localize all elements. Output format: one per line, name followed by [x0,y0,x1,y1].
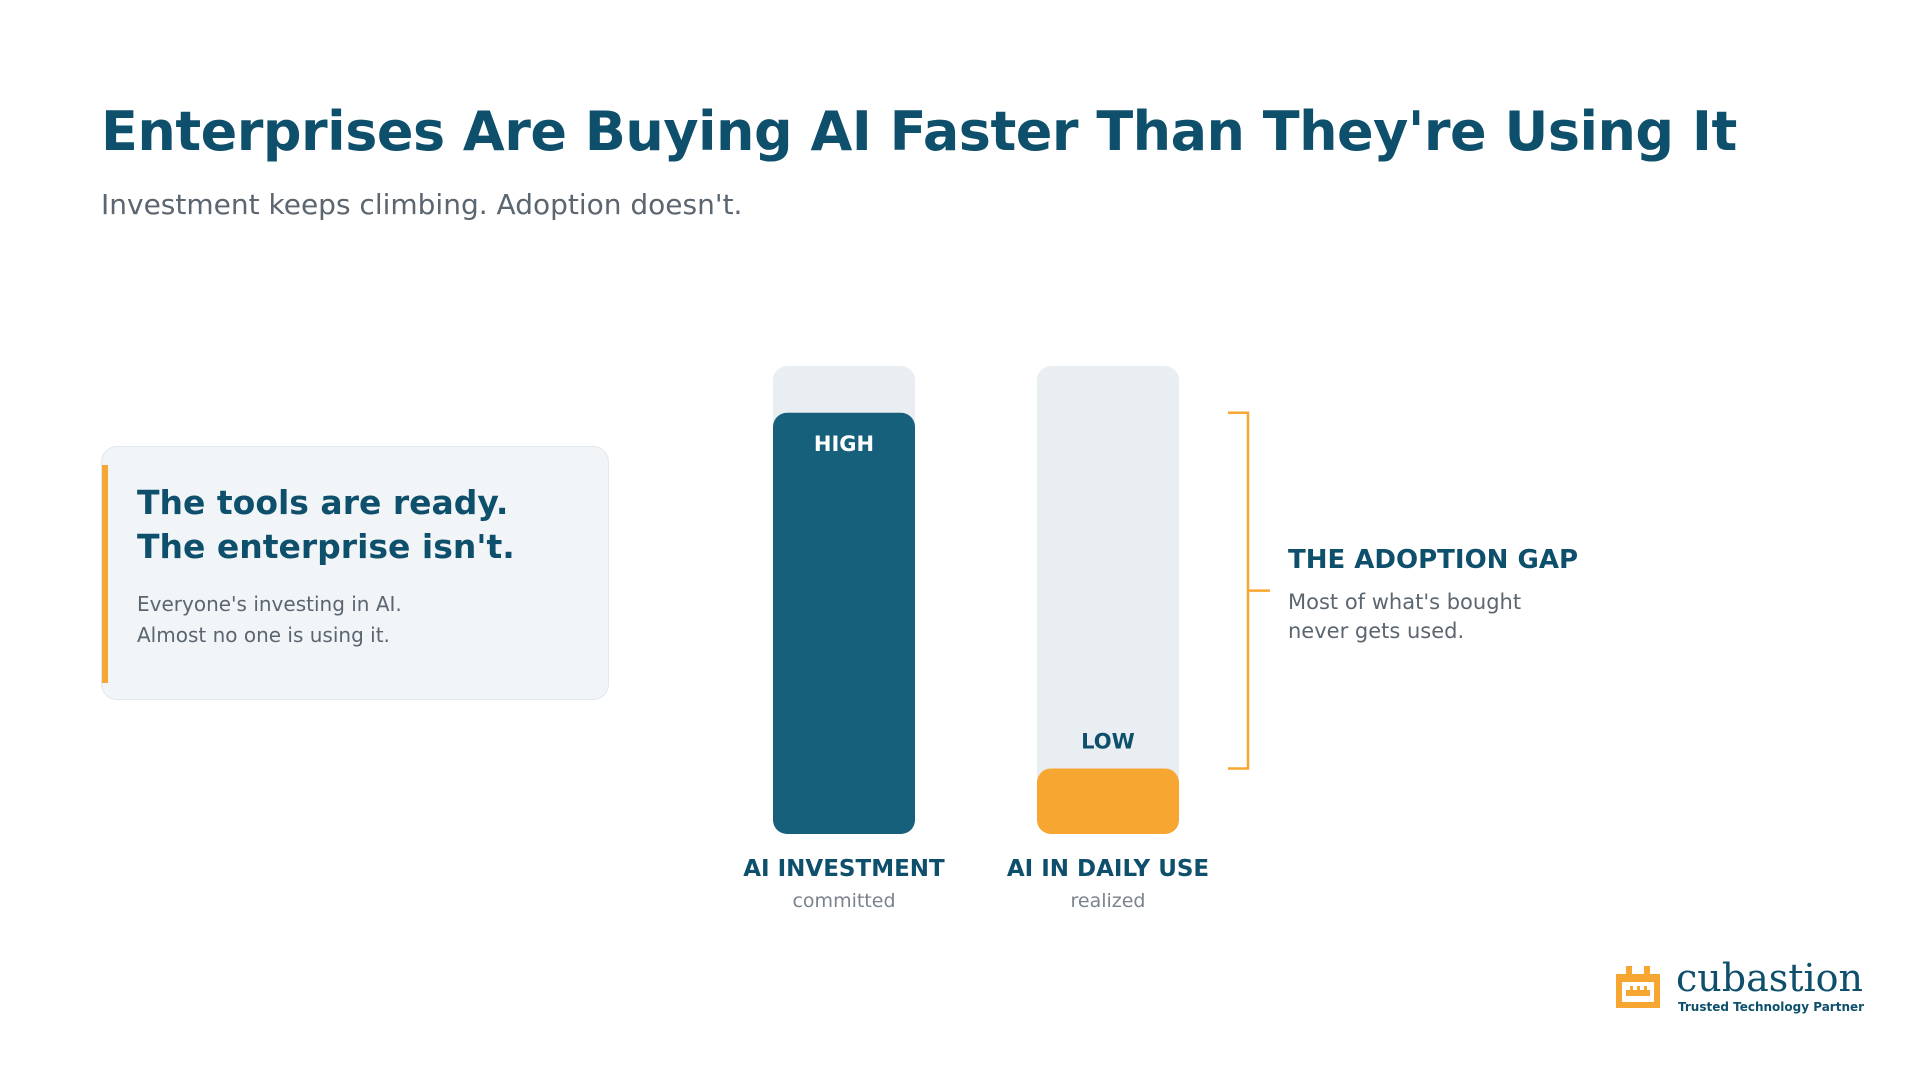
bar [1037,768,1179,834]
bar-value-label: LOW [1081,729,1135,753]
logo-tagline: Trusted Technology Partner [1678,1000,1865,1014]
callout-heading-line1: The tools are ready. [137,483,509,522]
bar-track [1037,366,1179,834]
callout-body-line2: Almost no one is using it. [137,623,390,647]
bar [773,412,915,834]
category-sublabel: realized [1070,890,1145,912]
adoption-gap-description: Most of what's bought never gets used. [1288,588,1521,646]
callout-heading: The tools are ready. The enterprise isn'… [137,481,515,569]
logo-wordmark: cubastion [1676,956,1864,1000]
category-label: AI IN DAILY USE [1007,856,1209,882]
adoption-gap-title: THE ADOPTION GAP [1288,545,1579,575]
page-title: Enterprises Are Buying AI Faster Than Th… [101,100,1737,163]
callout-heading-line2: The enterprise isn't. [137,527,515,566]
adoption-gap-bracket [1228,411,1270,770]
callout-card: The tools are ready. The enterprise isn'… [101,446,609,700]
page-subtitle: Investment keeps climbing. Adoption does… [101,188,743,221]
callout-body-line1: Everyone's investing in AI. [137,592,402,616]
adoption-gap-line1: Most of what's bought [1288,590,1522,614]
callout-accent-bar [102,465,108,683]
category-label: AI INVESTMENT [743,856,945,882]
callout-body: Everyone's investing in AI. Almost no on… [137,589,402,651]
category-sublabel: committed [792,890,895,912]
bar-value-label: HIGH [814,432,874,456]
cube-logo-icon [1616,966,1660,1008]
cubastion-logo: cubastion Trusted Technology Partner [1614,956,1865,1020]
adoption-gap-line2: never gets used. [1288,619,1465,643]
